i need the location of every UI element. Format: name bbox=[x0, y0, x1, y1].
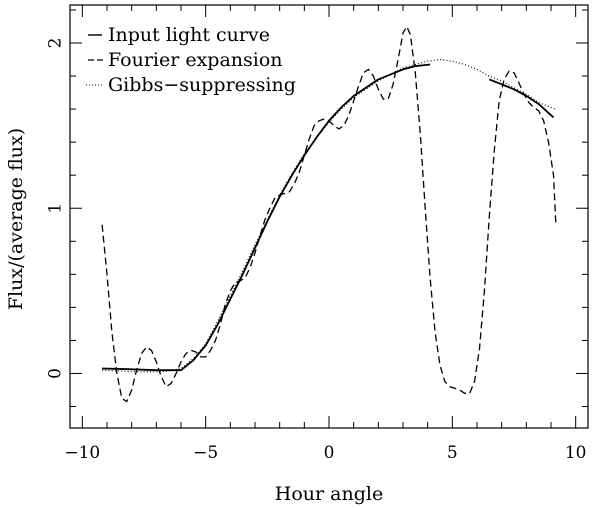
legend-label-fourier: Fourier expansion bbox=[108, 49, 283, 71]
x-tick-label: −5 bbox=[193, 443, 218, 463]
y-tick-label: 2 bbox=[46, 38, 66, 49]
legend-label-input: Input light curve bbox=[108, 24, 270, 46]
axis-ticks bbox=[70, 5, 588, 428]
x-tick-label: 10 bbox=[565, 443, 587, 463]
legend: Input light curve Fourier expansion Gibb… bbox=[86, 24, 296, 96]
y-tick-label: 1 bbox=[46, 203, 66, 214]
series-layer bbox=[101, 25, 557, 403]
series-input-light-curve bbox=[488, 78, 555, 119]
x-tick-label: −10 bbox=[64, 443, 100, 463]
series-gibbs-suppressing bbox=[102, 58, 557, 373]
axis-tick-labels: −10 −5 0 5 10 0 1 2 bbox=[46, 38, 587, 463]
y-tick-label: 0 bbox=[46, 368, 66, 379]
x-axis-label: Hour angle bbox=[275, 483, 383, 505]
legend-label-gibbs: Gibbs−suppressing bbox=[108, 74, 296, 96]
series-fourier-expansion bbox=[101, 25, 557, 403]
y-axis-label: Flux/(average flux) bbox=[5, 128, 27, 310]
x-tick-label: 5 bbox=[447, 443, 458, 463]
series-input-light-curve bbox=[102, 63, 431, 372]
x-tick-label: 0 bbox=[324, 443, 335, 463]
